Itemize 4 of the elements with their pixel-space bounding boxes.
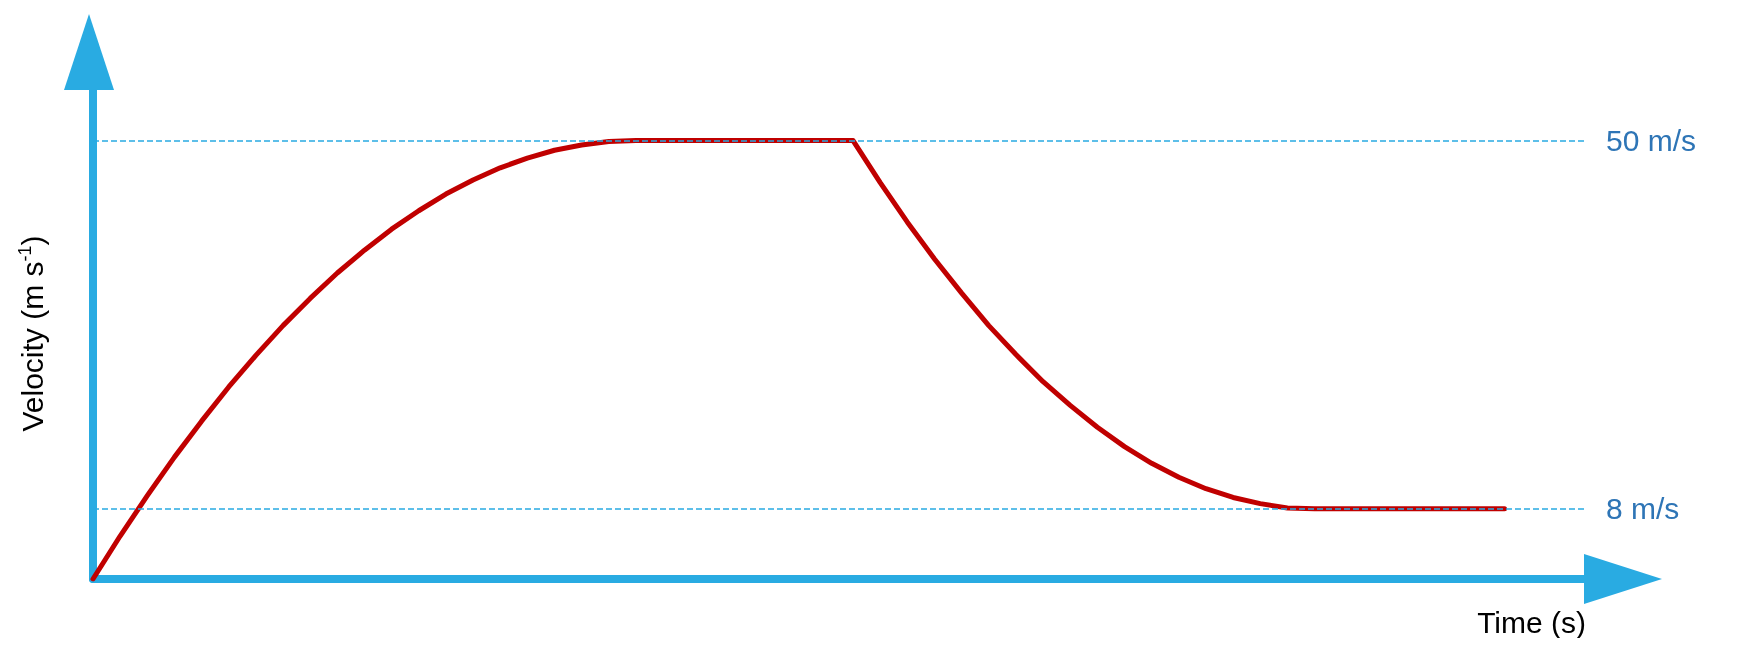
ref-line-label: 8 m/s <box>1606 492 1680 526</box>
y-axis-title: Velocity (m s-1) <box>15 235 49 432</box>
ref-line-label: 50 m/s <box>1606 124 1697 158</box>
x-axis-title: Time (s) <box>1477 605 1586 639</box>
